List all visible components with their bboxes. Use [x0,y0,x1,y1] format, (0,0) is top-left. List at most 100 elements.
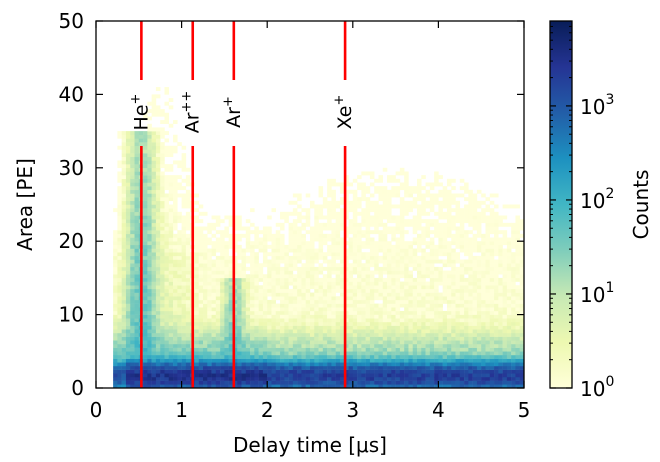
heatmap-cell [399,270,405,275]
heatmap-cell [502,343,508,348]
heatmap-cell [476,222,482,227]
heatmap-cell [429,365,435,370]
heatmap-cell [203,296,208,301]
heatmap-cell [203,237,208,242]
heatmap-cell [352,219,358,224]
heatmap-cell [181,299,187,304]
heatmap-cell [262,241,268,246]
heatmap-cell [280,318,285,323]
heatmap-cell [515,373,520,378]
heatmap-cell [203,362,208,367]
heatmap-cell [369,270,375,275]
heatmap-cell [344,281,349,286]
heatmap-cell [395,307,401,312]
heatmap-cell [485,230,491,235]
heatmap-cell [160,354,165,359]
heatmap-cell [211,281,217,286]
heatmap-cell [224,299,229,304]
heatmap-cell [125,171,131,176]
heatmap-cell [365,332,371,337]
heatmap-cell [378,274,384,279]
heatmap-cell [211,365,217,370]
heatmap-cell [318,277,324,282]
heatmap-cell [310,340,315,345]
heatmap-cell [130,266,135,271]
heatmap-cell [177,318,182,323]
heatmap-cell [245,351,251,356]
heatmap-cell [181,164,187,169]
heatmap-cell [378,219,384,224]
heatmap-cell [134,138,140,143]
heatmap-cell [387,336,392,341]
heatmap-cell [232,266,238,271]
heatmap-cell [297,336,302,341]
heatmap-cell [301,373,306,378]
heatmap-cell [250,252,255,257]
heatmap-cell [391,336,396,341]
heatmap-cell [262,365,268,370]
heatmap-cell [215,266,221,271]
heatmap-cell [267,332,272,337]
y-tick-label: 50 [59,9,84,33]
heatmap-cell [331,325,336,330]
heatmap-cell [224,358,229,363]
heatmap-cell [198,259,204,264]
heatmap-cell [468,204,473,209]
heatmap-cell [494,259,499,264]
heatmap-cell [130,226,135,231]
heatmap-cell [284,244,289,249]
heatmap-cell [387,200,392,205]
heatmap-cell [151,193,157,198]
heatmap-cell [177,281,182,286]
heatmap-cell [417,347,422,352]
heatmap-cell [511,281,516,286]
heatmap-cell [489,318,495,323]
heatmap-cell [232,332,238,337]
heatmap-cell [352,241,358,246]
heatmap-cell [511,321,516,326]
heatmap-cell [357,358,362,363]
heatmap-cell [181,244,187,249]
heatmap-cell [121,274,127,279]
heatmap-cell [511,307,516,312]
heatmap-cell [468,244,473,249]
heatmap-cell [164,384,170,389]
heatmap-cell [344,259,349,264]
heatmap-cell [164,351,170,356]
heatmap-cell [382,307,388,312]
heatmap-cell [498,340,503,345]
heatmap-cell [130,197,135,202]
heatmap-cell [215,248,221,253]
heatmap-cell [280,314,285,319]
heatmap-cell [352,200,358,205]
heatmap-cell [220,285,225,290]
heatmap-cell [160,376,165,381]
heatmap-cell [515,204,520,209]
heatmap-cell [143,270,148,275]
heatmap-cell [181,354,187,359]
heatmap-cell [481,373,486,378]
heatmap-cell [130,376,135,381]
heatmap-cell [185,307,191,312]
heatmap-cell [181,215,187,220]
heatmap-cell [232,376,238,381]
heatmap-cell [442,376,448,381]
heatmap-cell [237,255,242,260]
heatmap-cell [369,310,375,315]
heatmap-cell [151,94,157,99]
heatmap-cell [378,296,384,301]
heatmap-cell [310,384,315,389]
heatmap-cell [404,175,409,180]
heatmap-cell [297,215,302,220]
heatmap-cell [357,296,362,301]
heatmap-cell [275,332,281,337]
heatmap-cell [173,134,178,139]
heatmap-cell [203,281,208,286]
heatmap-cell [117,321,122,326]
heatmap-cell [391,175,396,180]
heatmap-cell [292,296,298,301]
heatmap-cell [173,369,178,374]
heatmap-cell [284,215,289,220]
heatmap-cell [134,340,140,345]
heatmap-cell [476,292,482,297]
